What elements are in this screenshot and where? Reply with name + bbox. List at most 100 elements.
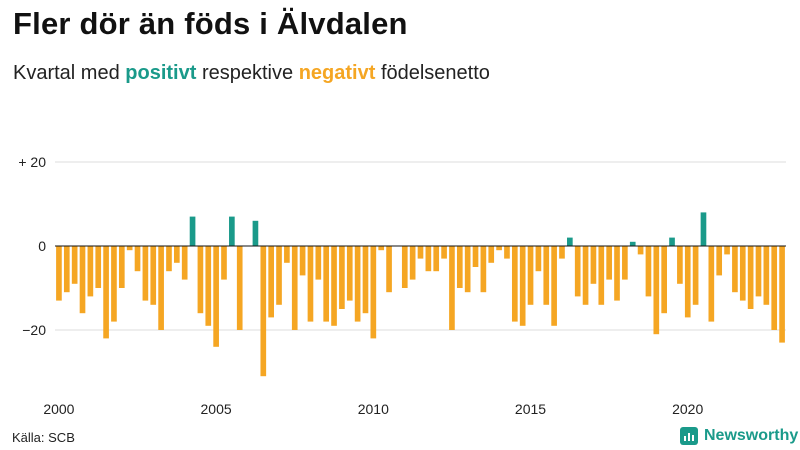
bar-negative [716, 246, 723, 276]
chart-title: Fler dör än föds i Älvdalen [13, 6, 408, 41]
bar-negative [362, 246, 369, 314]
x-tick-label: 2015 [515, 401, 546, 417]
bar-negative [118, 246, 125, 288]
bar-negative [71, 246, 78, 284]
bar-negative [433, 246, 440, 272]
x-tick-label: 2000 [43, 401, 74, 417]
bar-negative [299, 246, 306, 276]
bar-negative [622, 246, 628, 280]
bar-negative [527, 246, 534, 305]
source-note: Källa: SCB [12, 430, 75, 445]
bar-negative [763, 246, 770, 305]
bar-negative [661, 246, 667, 314]
bar-negative [684, 246, 691, 318]
subtitle-suffix: födelsenetto [380, 62, 490, 84]
bar-negative [574, 246, 581, 297]
bar-negative [56, 246, 62, 301]
bar-negative [174, 246, 180, 263]
bar-negative [543, 246, 550, 305]
bar-negative [645, 246, 652, 297]
bar-negative [598, 246, 605, 305]
x-tick-label: 2020 [672, 401, 703, 417]
bar-negative [606, 246, 612, 280]
bar-negative [315, 246, 322, 280]
bar-negative [409, 246, 416, 280]
bar-negative [771, 246, 778, 330]
subtitle-positive: positivt [125, 62, 197, 84]
bar-negative [370, 246, 377, 339]
bar-negative [472, 246, 479, 267]
bar-negative [708, 246, 715, 322]
bar-negative [464, 246, 471, 293]
bar-negative [504, 246, 510, 259]
bar-negative [692, 246, 699, 305]
bar-positive [669, 237, 675, 246]
bar-negative [677, 246, 683, 284]
bar-positive [567, 237, 573, 246]
bar-negative [87, 246, 94, 297]
bar-negative [181, 246, 188, 280]
bar-negative [614, 246, 620, 301]
bar-negative [142, 246, 149, 301]
chart-subtitle: Kvartal med positivt respektive negativt… [13, 62, 490, 85]
bar-negative [551, 246, 557, 326]
bar-positive [252, 220, 259, 246]
bar-positive [189, 216, 196, 246]
bar-negative [307, 246, 314, 322]
bar-positive [629, 241, 636, 246]
bar-negative [480, 246, 487, 293]
bar-negative [236, 246, 243, 330]
bar-negative [291, 246, 298, 330]
bar-negative [449, 246, 455, 330]
bar-negative [197, 246, 204, 314]
bar-negative [126, 246, 133, 251]
bar-negative [653, 246, 660, 335]
bar-negative [260, 246, 267, 377]
y-tick-label: 0 [38, 238, 46, 254]
bar-negative [103, 246, 109, 339]
bar-negative [378, 246, 385, 251]
subtitle-negative: negativt [298, 62, 376, 84]
bar-negative [150, 246, 157, 305]
bar-negative [779, 246, 785, 343]
bar-negative [425, 246, 432, 272]
bar-negative [63, 246, 70, 293]
bar-negative [511, 246, 518, 322]
bar-negative [346, 246, 353, 301]
bar-negative [276, 246, 282, 305]
bar-negative [284, 246, 290, 263]
bar-negative [441, 246, 447, 259]
bar-negative [637, 246, 644, 255]
x-tick-label: 2005 [201, 401, 232, 417]
bar-negative [456, 246, 463, 288]
bar-negative [590, 246, 597, 284]
bar-negative [559, 246, 565, 259]
brand-logo: Newsworthy [680, 427, 798, 445]
y-tick-label: + 20 [18, 154, 46, 170]
bar-negative [205, 246, 212, 326]
x-tick-label: 2010 [358, 401, 389, 417]
bar-positive [229, 216, 235, 246]
bar-negative [386, 246, 392, 293]
bar-negative [535, 246, 542, 272]
bar-negative [268, 246, 274, 318]
bar-negative [417, 246, 424, 259]
bar-negative [401, 246, 408, 288]
bar-negative [221, 246, 227, 280]
bar-negative [739, 246, 746, 301]
bar-negative [213, 246, 219, 347]
bar-positive [700, 212, 707, 246]
subtitle-prefix: Kvartal med [13, 62, 120, 84]
bar-negative [339, 246, 345, 309]
brand-name: Newsworthy [704, 427, 799, 444]
bar-negative [134, 246, 141, 272]
bar-negative [747, 246, 754, 309]
newsworthy-logo-icon [680, 427, 698, 445]
bar-negative [732, 246, 738, 293]
bar-negative [95, 246, 102, 288]
bar-negative [79, 246, 86, 314]
bar-negative [582, 246, 589, 305]
bar-negative [331, 246, 337, 326]
y-tick-label: −20 [22, 322, 46, 338]
bar-negative [166, 246, 172, 272]
